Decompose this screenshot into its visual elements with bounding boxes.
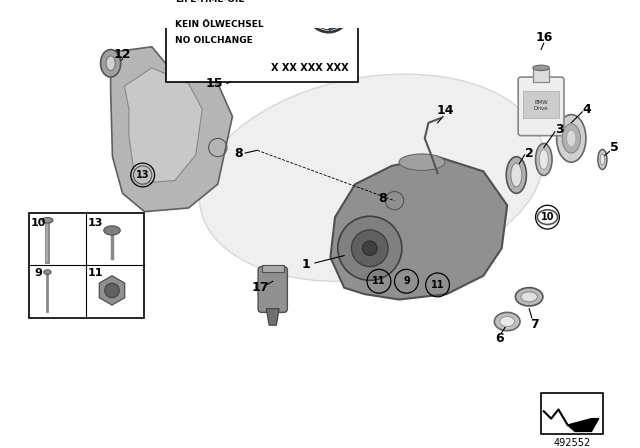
Text: 9: 9 xyxy=(35,268,42,278)
Ellipse shape xyxy=(536,143,552,176)
Bar xyxy=(533,69,549,82)
Wedge shape xyxy=(310,11,328,30)
Ellipse shape xyxy=(494,312,520,331)
Circle shape xyxy=(105,283,119,298)
Wedge shape xyxy=(328,11,347,30)
Ellipse shape xyxy=(598,149,607,169)
FancyBboxPatch shape xyxy=(518,77,564,136)
Ellipse shape xyxy=(515,288,543,306)
Text: 6: 6 xyxy=(495,332,504,345)
Text: 14: 14 xyxy=(436,104,454,117)
Text: 2: 2 xyxy=(525,146,534,159)
Text: LIFE-TIME-OIL: LIFE-TIME-OIL xyxy=(175,0,244,4)
Text: 10: 10 xyxy=(31,218,46,228)
Ellipse shape xyxy=(557,115,586,162)
Text: BMW
Drive: BMW Drive xyxy=(534,100,548,111)
Ellipse shape xyxy=(562,124,580,153)
Ellipse shape xyxy=(540,149,548,169)
Ellipse shape xyxy=(506,157,527,194)
Text: 492552: 492552 xyxy=(554,438,591,448)
Bar xyxy=(29,212,143,318)
Text: 1: 1 xyxy=(301,258,310,271)
Ellipse shape xyxy=(399,154,445,170)
Text: 17: 17 xyxy=(251,281,269,294)
Circle shape xyxy=(362,241,377,256)
Polygon shape xyxy=(568,418,599,431)
Text: 11: 11 xyxy=(372,276,386,286)
Ellipse shape xyxy=(500,316,515,327)
Bar xyxy=(541,393,604,434)
Text: 5: 5 xyxy=(610,141,619,154)
Text: 10: 10 xyxy=(541,212,554,222)
Text: 13: 13 xyxy=(136,170,149,180)
Wedge shape xyxy=(328,0,347,11)
Ellipse shape xyxy=(521,292,538,302)
Text: 4: 4 xyxy=(582,103,591,116)
Text: 7: 7 xyxy=(531,318,539,331)
Text: 3: 3 xyxy=(555,123,564,136)
Bar xyxy=(166,0,358,82)
Ellipse shape xyxy=(533,65,549,71)
Text: 13: 13 xyxy=(88,218,103,228)
Text: 16: 16 xyxy=(535,31,552,44)
Ellipse shape xyxy=(42,218,53,223)
Ellipse shape xyxy=(44,270,51,274)
Text: 8: 8 xyxy=(378,192,387,205)
Polygon shape xyxy=(124,68,202,182)
Ellipse shape xyxy=(106,56,115,71)
Text: 9: 9 xyxy=(403,276,410,286)
Text: NO OILCHANGE: NO OILCHANGE xyxy=(175,36,253,45)
Bar xyxy=(523,91,559,118)
Circle shape xyxy=(134,166,152,184)
Text: 12: 12 xyxy=(114,47,131,60)
Ellipse shape xyxy=(200,74,544,281)
Polygon shape xyxy=(330,157,507,300)
FancyBboxPatch shape xyxy=(258,267,287,312)
Text: 8: 8 xyxy=(234,146,243,159)
Text: X XX XXX XXX: X XX XXX XXX xyxy=(271,63,349,73)
Circle shape xyxy=(351,230,388,267)
Ellipse shape xyxy=(104,226,120,235)
Text: 15: 15 xyxy=(205,77,223,90)
Ellipse shape xyxy=(100,50,121,77)
Bar xyxy=(262,265,284,272)
Text: 11: 11 xyxy=(88,268,103,278)
Polygon shape xyxy=(266,309,279,325)
Ellipse shape xyxy=(566,130,576,146)
Text: KEIN ÖLWECHSEL: KEIN ÖLWECHSEL xyxy=(175,20,264,29)
Polygon shape xyxy=(111,47,232,211)
Ellipse shape xyxy=(511,163,522,187)
Ellipse shape xyxy=(600,154,605,165)
Wedge shape xyxy=(310,0,328,11)
Circle shape xyxy=(338,216,402,280)
Text: 11: 11 xyxy=(431,280,444,290)
